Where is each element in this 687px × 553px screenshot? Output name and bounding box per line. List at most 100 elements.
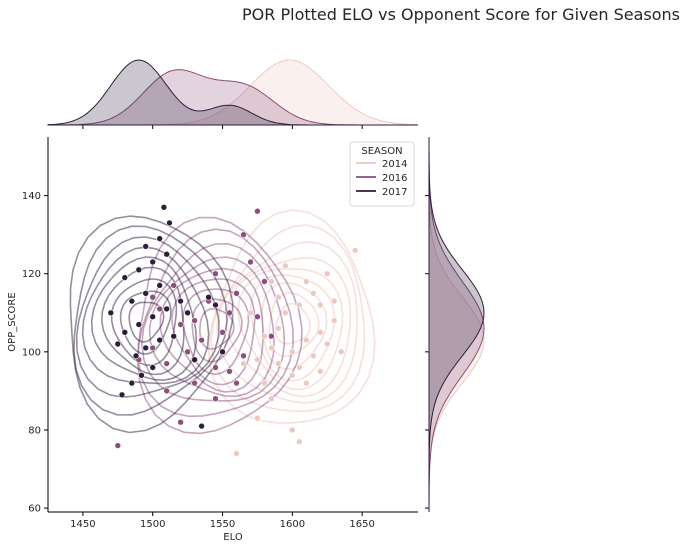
point-2014-0 <box>233 450 240 457</box>
kde-contour-2017-4 <box>100 266 185 376</box>
kde-contour-2016-8 <box>137 228 294 418</box>
point-2014-26 <box>337 348 345 356</box>
point-2016-9 <box>219 328 226 336</box>
point-2014-22 <box>247 309 254 317</box>
y-marginal-kde <box>425 137 485 512</box>
point-2017-2 <box>138 371 145 379</box>
point-2014-23 <box>309 352 317 360</box>
point-2016-10 <box>177 321 184 328</box>
kde-contour-2014-3 <box>261 281 328 371</box>
point-2016-21 <box>184 348 191 356</box>
point-2017-7 <box>121 328 129 336</box>
point-2014-33 <box>268 344 275 352</box>
kde-contour-2014-7 <box>216 241 358 404</box>
point-2014-14 <box>309 289 317 297</box>
point-2017-5 <box>142 344 149 352</box>
point-2017-1 <box>128 379 136 387</box>
point-2017-16 <box>149 258 156 266</box>
point-2017-3 <box>149 364 156 371</box>
point-2014-17 <box>282 262 289 270</box>
point-2017-20 <box>160 204 168 211</box>
point-2016-24 <box>261 278 268 285</box>
point-2017-31 <box>212 301 219 309</box>
point-2014-27 <box>302 278 310 285</box>
kde-contour-2014-9 <box>208 209 376 424</box>
point-2014-30 <box>275 293 282 301</box>
main-plot-area: 1450 1500 1550 1600 1650 60 80 100 120 140 <box>22 137 418 530</box>
point-2017-13 <box>156 282 163 289</box>
kde-contour-2017-2 <box>119 290 172 355</box>
kde-contour-2017-1 <box>128 301 165 343</box>
point-2014-13 <box>295 301 303 309</box>
point-2014-16 <box>323 270 331 278</box>
point-2017-18 <box>142 243 149 250</box>
point-2017-19 <box>156 235 163 242</box>
kde-contour-2017-7 <box>75 236 220 398</box>
point-2014-15 <box>268 278 275 285</box>
kde-contour-2016-6 <box>148 256 275 398</box>
point-2014-3 <box>254 414 261 422</box>
point-2016-2 <box>212 395 219 403</box>
point-2016-23 <box>191 317 198 324</box>
point-2017-0 <box>118 391 126 399</box>
point-2016-4 <box>226 368 233 375</box>
kde-contour-2017-5 <box>90 256 198 382</box>
point-2017-30 <box>219 348 226 356</box>
legend-label-2014: 2014 <box>382 159 407 170</box>
point-2016-12 <box>156 305 163 313</box>
point-2016-25 <box>163 387 170 395</box>
point-2014-12 <box>282 309 289 317</box>
chart-title: POR Plotted ELO vs Opponent Score for Gi… <box>242 5 680 24</box>
point-2014-32 <box>330 297 338 305</box>
point-2016-22 <box>226 309 233 317</box>
axes: 1450 1500 1550 1600 1650 60 80 100 120 140 <box>22 137 418 530</box>
point-2016-27 <box>149 293 156 301</box>
point-2017-27 <box>170 332 177 340</box>
legend: SEASON 2014 2016 2017 <box>349 141 415 207</box>
point-2014-6 <box>316 368 324 375</box>
point-2014-7 <box>275 360 282 367</box>
point-2014-4 <box>268 395 275 403</box>
legend-frame <box>349 141 415 207</box>
y-marginal-2017 <box>428 137 485 512</box>
kde-contour-2017-6 <box>81 246 210 385</box>
point-2017-8 <box>135 321 143 328</box>
point-2017-11 <box>128 297 136 305</box>
point-2014-2 <box>295 438 303 446</box>
point-2017-29 <box>198 422 205 430</box>
kde-contour-2017-8 <box>73 225 228 416</box>
y-tick-label-100: 100 <box>22 347 41 358</box>
point-2014-34 <box>295 364 303 371</box>
point-2017-10 <box>163 305 170 313</box>
point-2014-29 <box>261 379 268 387</box>
point-2017-4 <box>132 352 140 360</box>
point-2014-21 <box>275 325 282 332</box>
point-2017-12 <box>142 289 149 297</box>
point-2017-26 <box>114 340 122 348</box>
point-2014-10 <box>316 328 324 336</box>
point-2016-15 <box>170 282 177 289</box>
y-tick-label-140: 140 <box>22 191 41 202</box>
point-2017-15 <box>135 266 143 274</box>
point-2016-1 <box>177 418 184 426</box>
x-tick-label-1650: 1650 <box>349 519 374 530</box>
legend-title: SEASON <box>361 146 402 157</box>
point-2016-16 <box>212 270 219 278</box>
point-2014-18 <box>351 247 359 254</box>
point-2014-11 <box>330 317 338 324</box>
point-2014-5 <box>302 379 310 387</box>
point-2014-31 <box>240 360 247 367</box>
point-2016-14 <box>233 289 240 297</box>
kde-contour-2016-9 <box>136 216 303 435</box>
legend-label-2016: 2016 <box>382 173 407 184</box>
x-tick-label-1500: 1500 <box>140 519 165 530</box>
legend-label-2017: 2017 <box>382 187 407 198</box>
kde-contour-2016-4 <box>171 278 256 386</box>
point-2017-23 <box>184 309 191 317</box>
kde-contours <box>69 209 376 435</box>
kde-contour-2017-3 <box>110 278 178 367</box>
point-2016-6 <box>240 352 247 360</box>
y-tick-label-120: 120 <box>22 269 41 280</box>
point-2017-21 <box>166 219 173 227</box>
